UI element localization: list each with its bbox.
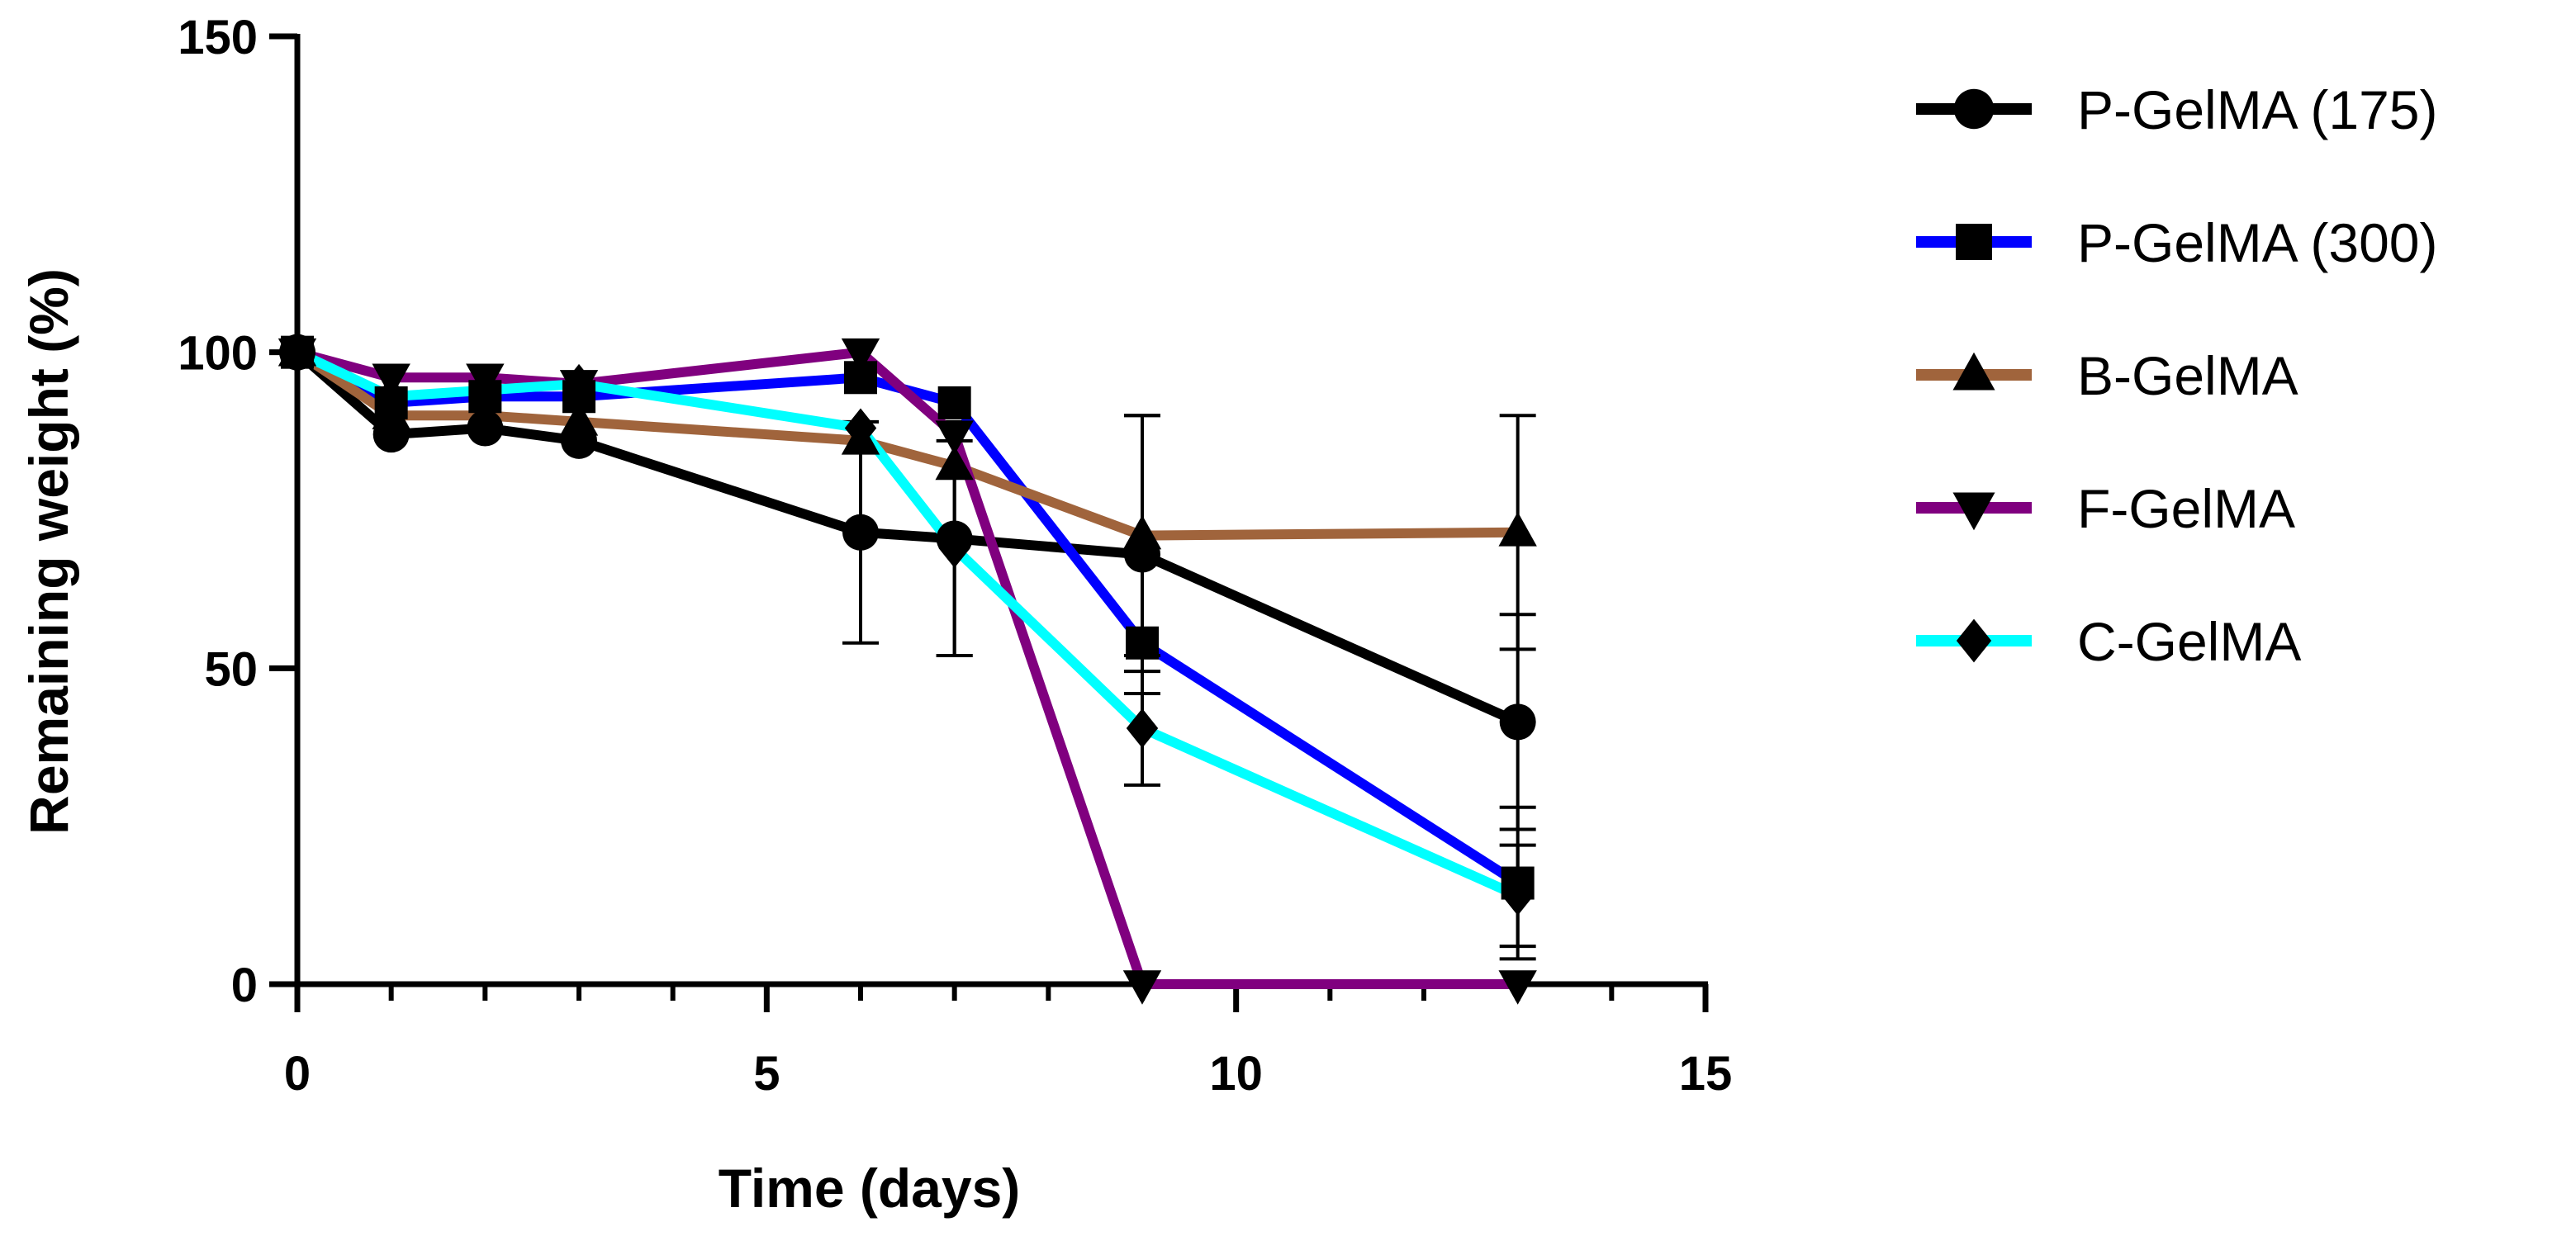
legend-label: P-GelMA (175): [2077, 79, 2437, 140]
legend-label: F-GelMA: [2077, 478, 2295, 539]
y-tick-label: 50: [204, 642, 258, 696]
legend-marker: [1956, 224, 1992, 260]
legend-marker: [1953, 88, 1995, 130]
legend-label: P-GelMA (300): [2077, 212, 2437, 273]
data-point: [375, 376, 407, 417]
data-point: [935, 445, 974, 481]
data-point: [1126, 626, 1159, 660]
legend-marker: [1952, 492, 1995, 531]
data-point: [1122, 970, 1162, 1005]
series-layer: [278, 331, 1537, 1005]
legend: P-GelMA (175) P-GelMA (300) B-GelMA F-GelMA…: [1916, 79, 2437, 672]
legend-item: P-GelMA (300): [1916, 212, 2437, 273]
y-tick-label: 0: [231, 959, 258, 1012]
data-point: [937, 386, 971, 419]
series-line: [296, 347, 1518, 989]
data-point: [1498, 970, 1537, 1005]
data-point: [466, 395, 505, 429]
data-point: [1126, 708, 1159, 749]
data-point: [1122, 514, 1162, 550]
data-point: [842, 514, 879, 551]
data-point: [469, 370, 501, 410]
data-point: [841, 338, 880, 373]
legend-item: F-GelMA: [1916, 478, 2295, 539]
data-point: [938, 528, 970, 568]
legend-marker: [1956, 618, 1992, 663]
x-tick-label: 0: [284, 1047, 311, 1101]
data-point: [562, 363, 595, 404]
y-tick-label: 100: [178, 327, 258, 381]
x-tick-label: 5: [753, 1047, 780, 1101]
x-axis-title: Time (days): [719, 1158, 1021, 1219]
data-point: [1498, 511, 1537, 547]
data-point: [559, 401, 599, 436]
data-point: [281, 332, 314, 372]
series-markers-4: [281, 332, 1534, 916]
x-tick-label: 10: [1209, 1047, 1263, 1101]
series-markers-3: [278, 338, 1537, 1005]
y-axis-title: Remaining weight (%): [18, 268, 79, 835]
data-point: [935, 420, 974, 455]
data-point: [1499, 703, 1536, 741]
legend-item: C-GelMA: [1916, 611, 2301, 672]
data-point: [1501, 875, 1534, 916]
y-tick-label: 150: [178, 11, 258, 64]
legend-item: P-GelMA (175): [1916, 79, 2437, 140]
legend-label: B-GelMA: [2077, 345, 2298, 406]
x-tick-label: 15: [1679, 1047, 1733, 1101]
series-3: [296, 347, 1518, 989]
legend-item: B-GelMA: [1916, 345, 2298, 406]
legend-marker: [1952, 352, 1995, 391]
data-point: [844, 408, 877, 448]
legend-label: C-GelMA: [2077, 611, 2301, 672]
